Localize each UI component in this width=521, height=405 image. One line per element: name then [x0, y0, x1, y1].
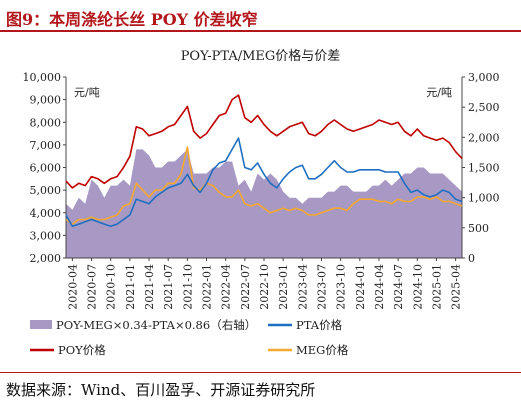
left-tick-label: 3,000 — [30, 229, 62, 242]
right-unit-label: 元/吨 — [426, 86, 452, 99]
x-tick-label: 2020-04 — [66, 264, 79, 310]
x-tick-label: 2022-07 — [239, 264, 252, 310]
right-tick-label: 1,500 — [468, 162, 500, 175]
left-tick-label: 7,000 — [30, 139, 62, 152]
left-tick-label: 10,000 — [23, 71, 62, 84]
left-tick-label: 8,000 — [30, 116, 62, 129]
source-note: 数据来源：Wind、百川盈孚、开源证券研究所 — [6, 381, 316, 399]
left-tick-label: 4,000 — [30, 207, 62, 220]
right-tick-label: 0 — [468, 252, 475, 265]
x-tick-label: 2022-01 — [201, 264, 214, 310]
spread-area — [66, 149, 462, 258]
right-tick-label: 3,000 — [468, 71, 500, 84]
left-tick-label: 2,000 — [30, 252, 62, 265]
right-tick-label: 1,000 — [468, 192, 500, 205]
title-divider — [0, 30, 521, 32]
left-tick-label: 9,000 — [30, 94, 62, 107]
left-tick-label: 6,000 — [30, 162, 62, 175]
poy-price-line — [65, 94, 463, 189]
x-tick-label: 2021-07 — [162, 264, 175, 310]
right-tick-label: 500 — [468, 222, 489, 235]
x-tick-label: 2024-07 — [392, 264, 405, 310]
x-tick-label: 2021-04 — [143, 264, 156, 310]
x-tick-label: 2024-10 — [411, 264, 424, 310]
right-tick-label: 2,500 — [468, 101, 500, 114]
legend-label-poy: POY价格 — [58, 343, 106, 357]
legend-label-pta: PTA价格 — [296, 318, 343, 332]
x-tick-label: 2023-04 — [296, 264, 309, 310]
chart-title: POY-PTA/MEG价格与价差 — [180, 49, 341, 64]
line-layer — [65, 94, 463, 228]
chart-canvas: 2,000 3,000 4,000 5,000 6,000 7,000 8,000 9,000… — [23, 71, 500, 357]
right-tick-label: 2,000 — [468, 131, 500, 144]
x-tick-label: 2025-04 — [450, 264, 463, 310]
tick-label-layer: 2,000 3,000 4,000 5,000 6,000 7,000 8,000 9,000… — [23, 71, 500, 310]
legend: POY-MEG×0.34-PTA×0.86（右轴） PTA价格 POY价格 MEG价格 — [30, 318, 349, 357]
left-unit-label: 元/吨 — [74, 86, 100, 99]
pta-price-line — [65, 137, 463, 228]
figure-title: 图9：本周涤纶长丝 POY 价差收窄 — [6, 10, 258, 29]
meg-price-line — [65, 146, 463, 225]
legend-label-spread: POY-MEG×0.34-PTA×0.86（右轴） — [56, 318, 256, 332]
x-tick-label: 2020-10 — [105, 264, 118, 310]
left-tick-label: 5,000 — [30, 184, 62, 197]
legend-swatch-spread — [30, 320, 52, 329]
x-tick-label: 2020-07 — [86, 264, 99, 310]
x-tick-label: 2025-01 — [430, 264, 443, 310]
x-tick-label: 2023-01 — [277, 264, 290, 310]
x-tick-label: 2022-10 — [258, 264, 271, 310]
spread-area-layer — [66, 149, 462, 258]
x-tick-label: 2021-10 — [181, 264, 194, 310]
x-tick-label: 2021-01 — [124, 264, 137, 310]
x-tick-label: 2024-01 — [354, 264, 367, 310]
x-tick-label: 2023-07 — [315, 264, 328, 310]
legend-label-meg: MEG价格 — [296, 343, 349, 357]
x-tick-label: 2024-04 — [373, 264, 386, 310]
x-tick-label: 2023-10 — [335, 264, 348, 310]
x-tick-label: 2022-04 — [220, 264, 233, 310]
source-divider — [0, 372, 521, 373]
